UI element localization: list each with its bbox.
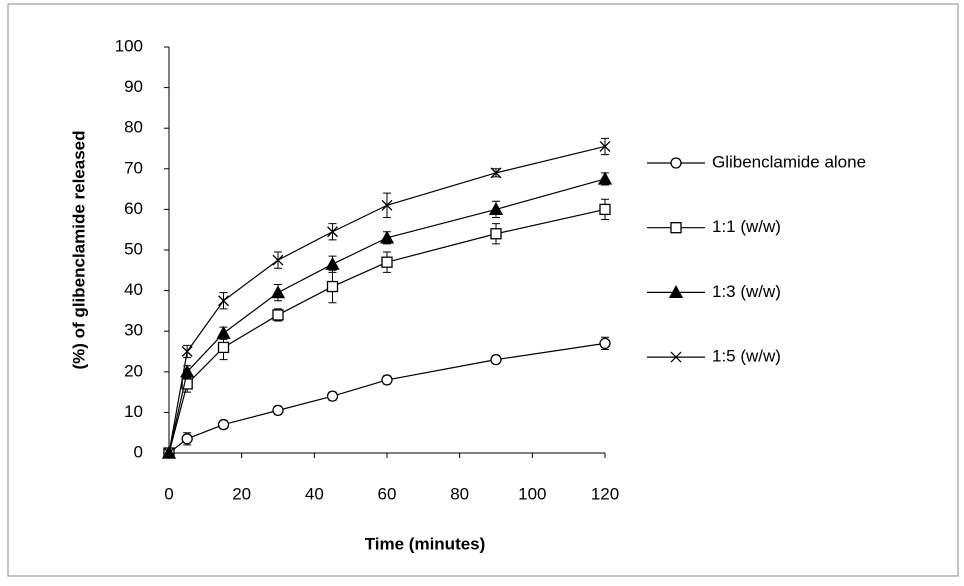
marker — [327, 226, 338, 238]
series-line — [168, 342, 606, 454]
y-tick-label: 80 — [124, 118, 143, 137]
x-tick-label: 100 — [518, 484, 546, 503]
marker — [326, 390, 339, 402]
y-tick-label: 30 — [124, 321, 143, 340]
x-tick-label: 0 — [164, 484, 173, 503]
marker — [163, 447, 175, 459]
marker — [379, 230, 395, 244]
marker — [272, 254, 284, 266]
marker — [490, 167, 502, 179]
x-tick-label: 60 — [378, 484, 397, 503]
marker — [272, 404, 284, 417]
x-axis-label: Time (minutes) — [365, 534, 486, 553]
y-axis-label: (%) of glibenclamide released — [69, 130, 88, 369]
y-tick-label: 60 — [124, 199, 143, 218]
chart-frame — [7, 3, 959, 577]
marker — [488, 202, 504, 216]
series-line — [168, 145, 606, 454]
legend-label: 1:5 (w/w) — [712, 347, 781, 366]
marker — [381, 256, 393, 268]
y-tick-label: 50 — [124, 239, 143, 258]
marker — [270, 285, 286, 299]
marker — [181, 346, 193, 357]
marker — [181, 378, 193, 390]
marker — [326, 280, 339, 293]
x-tick-label: 120 — [591, 484, 619, 503]
legend-label: 1:3 (w/w) — [712, 282, 781, 301]
legend-marker — [668, 285, 684, 299]
marker — [599, 203, 611, 216]
legend-marker — [670, 351, 682, 363]
y-tick-label: 20 — [124, 361, 143, 380]
y-tick-label: 40 — [124, 280, 143, 299]
y-tick-label: 100 — [115, 36, 143, 55]
y-tick-label: 10 — [124, 402, 143, 421]
x-tick-label: 20 — [232, 484, 251, 503]
marker — [325, 256, 340, 270]
marker — [490, 353, 502, 366]
y-tick-label: 0 — [134, 442, 143, 461]
marker — [181, 433, 193, 445]
marker — [381, 199, 393, 211]
marker — [381, 374, 393, 386]
marker — [216, 325, 231, 339]
marker — [490, 228, 502, 240]
marker — [217, 418, 230, 431]
legend-marker — [670, 157, 682, 169]
x-tick-label: 40 — [305, 484, 324, 503]
y-tick-label: 90 — [124, 77, 143, 96]
marker — [218, 295, 229, 307]
legend-label: Glibenclamide alone — [712, 152, 866, 171]
marker — [217, 341, 230, 354]
marker — [597, 171, 613, 185]
marker — [272, 309, 284, 321]
legend-marker — [670, 222, 682, 234]
marker — [599, 337, 611, 350]
x-tick-label: 80 — [450, 484, 469, 503]
series-line — [168, 208, 606, 454]
legend-label: 1:1 (w/w) — [712, 217, 781, 236]
marker — [599, 141, 611, 152]
y-tick-label: 70 — [124, 158, 143, 177]
series-line — [168, 178, 606, 454]
